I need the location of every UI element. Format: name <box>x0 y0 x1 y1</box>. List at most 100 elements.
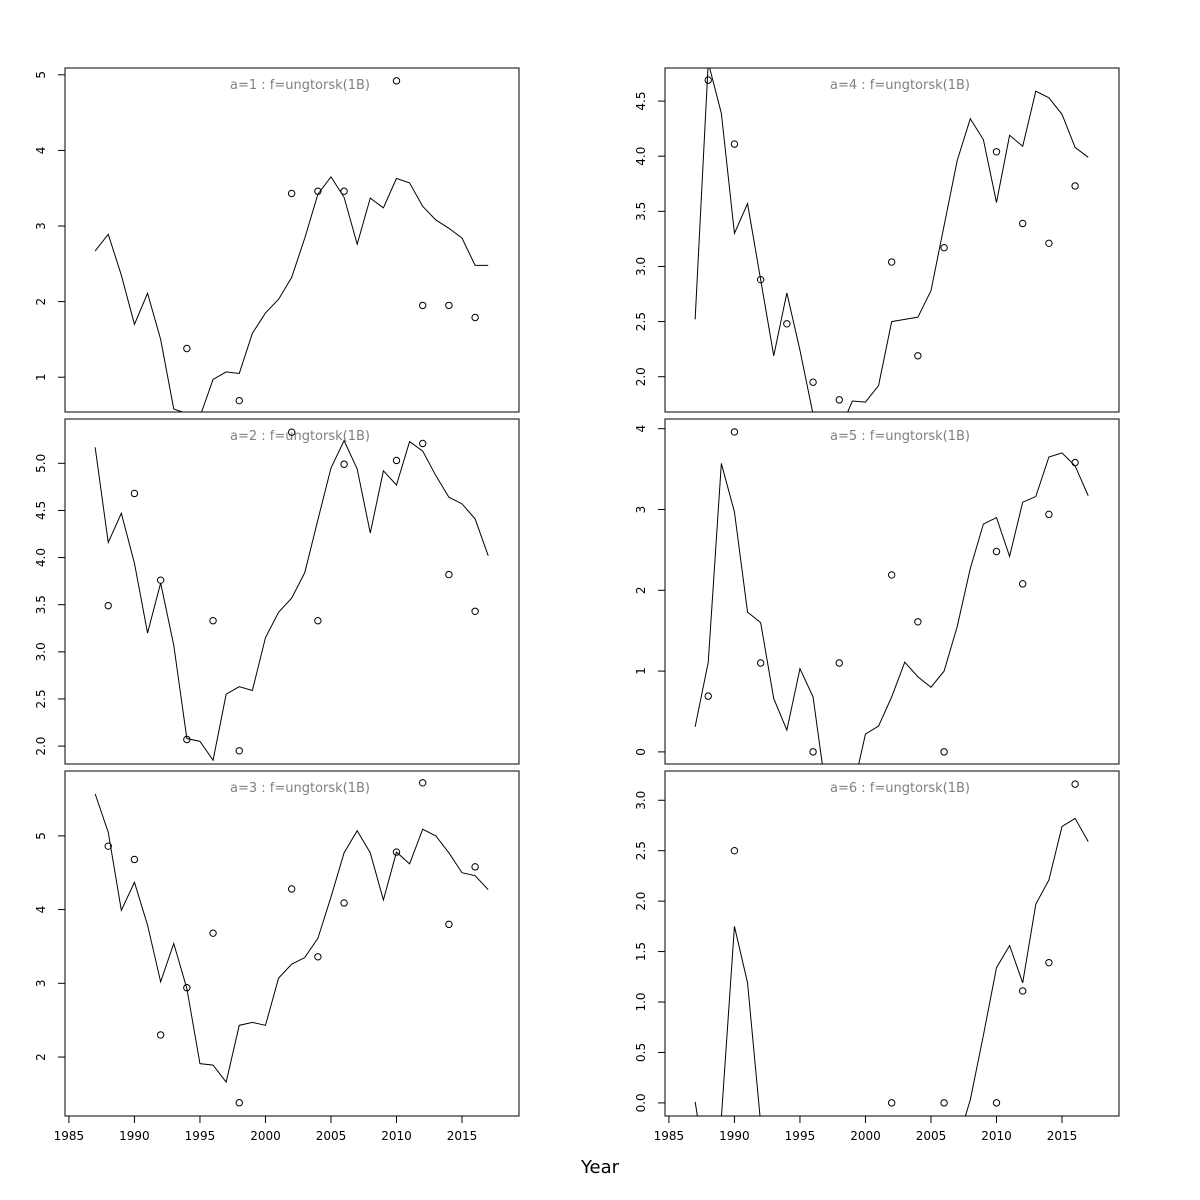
data-point <box>704 692 712 700</box>
y-tick-label: 3 <box>34 222 48 230</box>
data-point <box>445 570 453 579</box>
data-point <box>809 748 817 756</box>
data-point <box>887 258 896 266</box>
x-tick-label: 2005 <box>916 1129 947 1143</box>
data-point <box>235 396 243 405</box>
data-point <box>730 140 739 148</box>
data-point <box>156 1031 165 1039</box>
data-point <box>940 748 948 756</box>
panel-title: a=6 : f=ungtorsk(1B) <box>830 781 970 796</box>
data-point <box>235 747 243 755</box>
data-point <box>235 1099 243 1107</box>
data-point <box>835 659 843 667</box>
data-point <box>756 275 765 284</box>
x-tick-label: 1990 <box>119 1129 150 1143</box>
y-tick-label: 2.0 <box>34 737 48 756</box>
data-point <box>992 547 1001 556</box>
x-tick-label: 1995 <box>785 1129 816 1143</box>
data-point <box>1071 458 1079 467</box>
data-point <box>887 1099 896 1107</box>
data-point <box>445 920 453 929</box>
data-point <box>914 618 922 626</box>
data-point <box>1018 580 1027 588</box>
y-tick-label: 4.5 <box>34 501 48 520</box>
data-point <box>314 953 322 961</box>
data-point <box>392 77 401 85</box>
data-point <box>287 428 296 436</box>
data-point <box>209 929 217 937</box>
y-tick-label: 0.0 <box>634 1093 648 1112</box>
x-axis-label: Year <box>580 1157 620 1178</box>
data-line <box>694 452 1089 764</box>
data-point <box>340 187 348 195</box>
data-point <box>887 571 896 579</box>
y-tick-label: 1 <box>634 667 648 675</box>
data-point <box>940 1099 948 1107</box>
data-point <box>914 352 922 360</box>
y-tick-label: 2.5 <box>34 689 48 708</box>
data-line <box>694 817 1089 1116</box>
data-point <box>471 313 479 322</box>
data-point <box>756 659 765 667</box>
y-tick-label: 3.0 <box>634 791 648 810</box>
x-tick-label: 2015 <box>447 1129 478 1143</box>
data-point <box>704 76 712 84</box>
data-line <box>94 439 489 762</box>
data-point <box>418 439 427 448</box>
data-line <box>694 68 1089 412</box>
y-tick-label: 1 <box>34 373 48 381</box>
data-point <box>730 428 739 436</box>
y-tick-label: 5 <box>34 832 48 840</box>
plot-frame <box>64 67 520 413</box>
y-tick-label: 4.5 <box>634 92 648 111</box>
y-tick-label: 4 <box>634 425 648 433</box>
data-point <box>730 846 739 855</box>
data-point <box>209 617 217 625</box>
panel: a=5 : f=ungtorsk(1B) 0 1 2 3 4 <box>634 418 1120 765</box>
data-point <box>1071 780 1079 788</box>
data-point <box>1045 510 1053 519</box>
data-point <box>287 885 296 893</box>
panel-title: a=3 : f=ungtorsk(1B) <box>230 781 370 796</box>
x-tick-label: 1990 <box>719 1129 750 1143</box>
plot-frame <box>664 418 1120 765</box>
data-point <box>1045 958 1053 967</box>
y-tick-label: 3 <box>34 979 48 987</box>
data-point <box>418 301 427 310</box>
data-point <box>183 735 191 744</box>
y-tick-label: 2.5 <box>634 841 648 860</box>
panel: a=2 : f=ungtorsk(1B) 2.0 2.5 3.0 3.5 4.0 4.5 5.… <box>34 418 520 765</box>
data-point <box>392 456 401 465</box>
data-point <box>340 899 348 907</box>
data-point <box>992 1099 1001 1107</box>
data-point <box>183 984 191 992</box>
panel: a=1 : f=ungtorsk(1B) 1 2 3 4 5 <box>34 67 520 413</box>
data-point <box>104 601 112 610</box>
data-point <box>1045 239 1053 248</box>
panel-title: a=2 : f=ungtorsk(1B) <box>230 429 370 444</box>
y-tick-label: 4 <box>34 906 48 914</box>
y-tick-label: 3.5 <box>634 202 648 221</box>
panel: a=6 : f=ungtorsk(1B) 0.0 0.5 1.0 1.5 2.0 2.5 3.… <box>634 770 1120 1143</box>
plot-frame <box>664 67 1120 413</box>
x-tick-label: 1985 <box>54 1129 85 1143</box>
panel-title: a=4 : f=ungtorsk(1B) <box>830 78 970 93</box>
data-point <box>314 617 322 625</box>
data-point <box>809 378 817 386</box>
plot-frame <box>64 770 520 1117</box>
y-tick-label: 3.0 <box>634 257 648 276</box>
panel: a=4 : f=ungtorsk(1B) 2.0 2.5 3.0 3.5 4.0 4.5 <box>634 67 1120 413</box>
x-tick-label: 2010 <box>381 1129 412 1143</box>
data-point <box>445 301 453 310</box>
y-tick-label: 3.5 <box>34 595 48 614</box>
data-point <box>314 187 322 195</box>
y-tick-label: 4.0 <box>34 548 48 567</box>
y-tick-label: 0 <box>634 748 648 756</box>
x-tick-label: 2015 <box>1047 1129 1078 1143</box>
y-tick-label: 1.0 <box>634 992 648 1011</box>
data-point <box>156 576 165 584</box>
y-tick-label: 5.0 <box>34 454 48 473</box>
x-tick-label: 1985 <box>654 1129 685 1143</box>
data-point <box>940 244 948 252</box>
x-tick-label: 1995 <box>185 1129 216 1143</box>
